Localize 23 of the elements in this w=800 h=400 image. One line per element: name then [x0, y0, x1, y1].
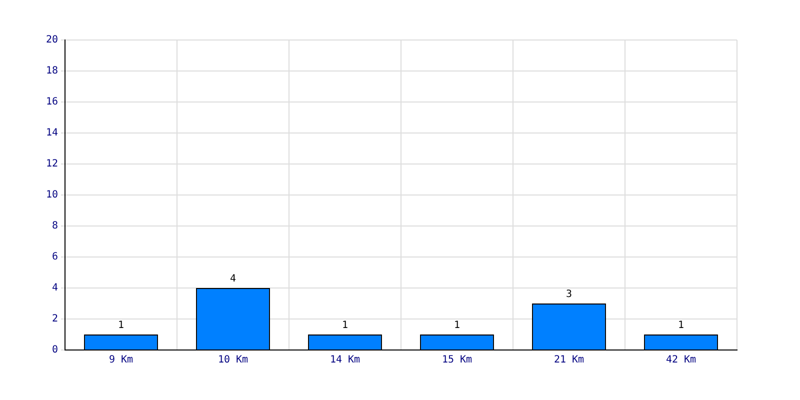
y-tick-label: 0 [52, 344, 58, 356]
y-tick-label: 14 [46, 128, 58, 139]
y-tick-label: 8 [52, 220, 58, 232]
y-tick-label: 16 [46, 96, 58, 108]
x-tick-label: 21 Km [554, 354, 584, 366]
x-tick-label: 10 Km [218, 354, 248, 366]
y-tick-label: 4 [52, 282, 58, 294]
y-tick-label: 10 [46, 190, 58, 201]
x-tick-label: 15 Km [442, 354, 472, 366]
y-tick-label: 6 [52, 252, 58, 263]
x-tick-label: 14 Km [330, 354, 360, 366]
y-tick-label: 12 [46, 158, 58, 170]
data-label: 1 [678, 320, 684, 332]
y-tick-label: 20 [46, 34, 58, 46]
data-label: 1 [342, 320, 348, 332]
data-label: 4 [230, 274, 236, 285]
y-tick-label: 2 [52, 314, 58, 325]
x-tick-label: 9 Km [108, 354, 134, 366]
data-label: 1 [454, 320, 460, 332]
y-tick-label: 18 [46, 66, 58, 77]
data-label: 1 [118, 320, 124, 332]
data-label: 3 [566, 289, 572, 300]
x-tick-label: 42 Km [666, 354, 696, 366]
